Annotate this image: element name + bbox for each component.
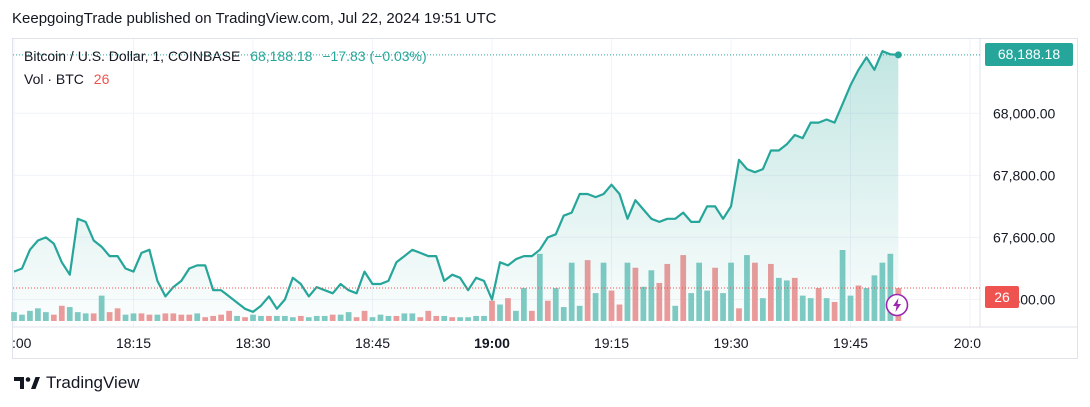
price-area	[14, 51, 899, 320]
symbol-name: Bitcoin / U.S. Dollar, 1, COINBASE	[24, 48, 241, 64]
price-change: −17.83 (−0.03%)	[322, 48, 427, 64]
last-volume-tag: 26	[985, 286, 1019, 309]
x-tick-label: 19:00	[474, 335, 510, 351]
chart-frame	[12, 38, 1078, 359]
x-tick-label: 18:15	[116, 335, 151, 351]
x-tick-label: 18:45	[355, 335, 390, 351]
x-tick-label: 20:0	[954, 335, 981, 351]
price-line	[13, 50, 899, 313]
last-price-point	[894, 51, 902, 59]
volume-value: 26	[93, 71, 110, 87]
y-tick-label: 67,800.00	[993, 167, 1055, 183]
lightning-icon[interactable]	[885, 293, 909, 317]
brand-name: TradingView	[46, 373, 140, 392]
publisher-line: KeepgoingTrade published on TradingView.…	[12, 10, 497, 27]
symbol-legend[interactable]: Bitcoin / U.S. Dollar, 1, COINBASE 68,18…	[24, 48, 433, 64]
y-tick-label: 68,000.00	[993, 105, 1055, 121]
x-tick-label: 19:30	[714, 335, 749, 351]
footer-brand[interactable]: TradingView	[14, 373, 140, 393]
x-tick-label: 18:30	[235, 335, 270, 351]
tradingview-logo-icon	[14, 377, 40, 389]
volume-label: Vol · BTC	[24, 71, 84, 87]
last-price: 68,188.18	[250, 48, 313, 64]
last-price-tag: 68,188.18	[985, 43, 1073, 67]
x-tick-label: 19:15	[594, 335, 629, 351]
x-tick-label: :00	[12, 335, 32, 351]
x-tick-label: 19:45	[833, 335, 868, 351]
y-tick-label: 67,600.00	[993, 229, 1055, 245]
volume-legend[interactable]: Vol · BTC 26	[24, 71, 115, 87]
